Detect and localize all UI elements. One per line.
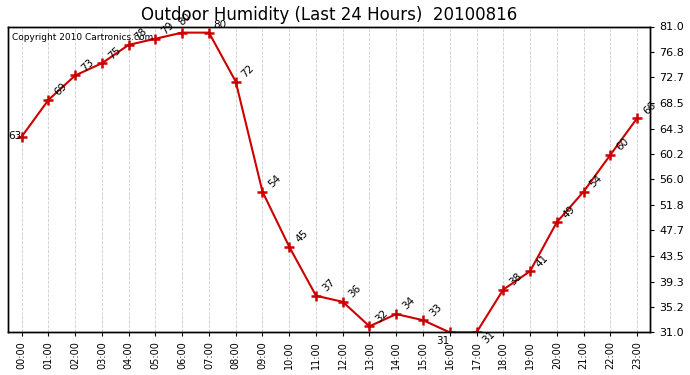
Text: 54: 54 — [588, 173, 604, 189]
Text: 60: 60 — [615, 136, 631, 153]
Text: 31: 31 — [481, 329, 497, 345]
Text: 72: 72 — [240, 63, 256, 80]
Text: 75: 75 — [106, 45, 123, 61]
Text: 69: 69 — [52, 81, 69, 98]
Text: 49: 49 — [561, 204, 578, 220]
Text: 31: 31 — [436, 336, 449, 345]
Text: 33: 33 — [427, 302, 444, 318]
Text: 32: 32 — [374, 308, 390, 324]
Text: 41: 41 — [534, 253, 551, 269]
Text: 34: 34 — [400, 296, 417, 312]
Text: 66: 66 — [641, 100, 658, 116]
Title: Outdoor Humidity (Last 24 Hours)  20100816: Outdoor Humidity (Last 24 Hours) 2010081… — [141, 6, 518, 24]
Text: 54: 54 — [266, 173, 283, 189]
Text: 79: 79 — [159, 20, 176, 37]
Text: 78: 78 — [133, 26, 149, 43]
Text: 45: 45 — [293, 228, 310, 244]
Text: 73: 73 — [79, 57, 96, 73]
Text: 80: 80 — [177, 11, 193, 28]
Text: 38: 38 — [507, 271, 524, 287]
Text: 36: 36 — [347, 283, 364, 300]
Text: 37: 37 — [320, 277, 337, 294]
Text: Copyright 2010 Cartronics.com: Copyright 2010 Cartronics.com — [12, 33, 152, 42]
Text: 80: 80 — [213, 21, 226, 30]
Text: 63: 63 — [8, 131, 21, 141]
